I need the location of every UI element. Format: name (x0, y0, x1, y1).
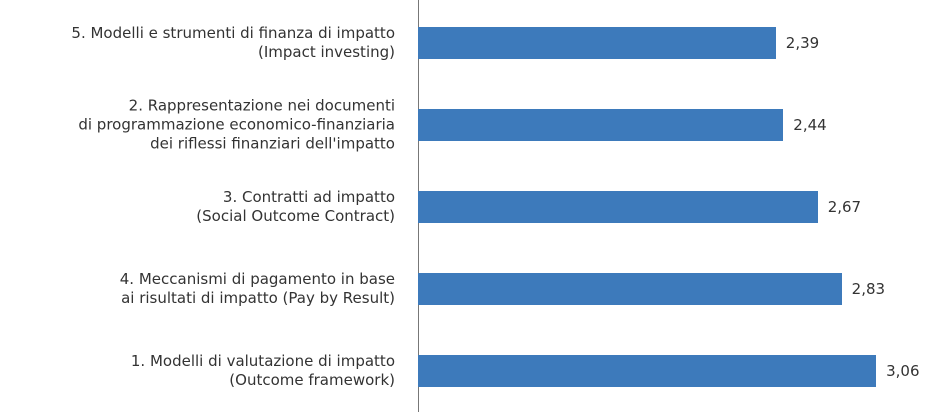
value-label: 2,44 (793, 116, 827, 134)
category-label: 5. Modelli e strumenti di finanza di imp… (71, 24, 395, 61)
value-label: 2,39 (785, 34, 820, 52)
bar (418, 109, 784, 141)
value-label: 2,83 (851, 280, 886, 298)
bar (418, 27, 776, 59)
category-label: 1. Modelli di valutazione di impatto (Ou… (130, 352, 395, 389)
value-label: 3,06 (886, 362, 920, 380)
category-label: 3. Contratti ad impatto (Social Outcome … (196, 188, 395, 225)
bar (418, 273, 842, 305)
value-label: 2,67 (827, 198, 862, 216)
bar (418, 191, 818, 223)
category-label: 4. Meccanismi di pagamento in base ai ri… (119, 270, 395, 307)
category-label: 2. Rappresentazione nei documenti di pro… (78, 96, 395, 153)
bar (418, 355, 877, 387)
